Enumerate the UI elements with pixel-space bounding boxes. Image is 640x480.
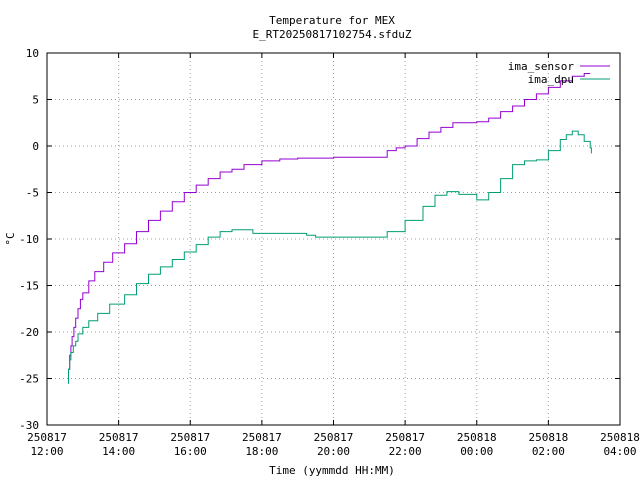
chart-title: Temperature for MEX — [269, 14, 395, 27]
y-tick-label: -5 — [26, 187, 39, 200]
x-tick-label-time: 04:00 — [603, 445, 636, 458]
x-tick-label-date: 250818 — [600, 431, 640, 444]
axes: 1050-5-10-15-20-25-3025081712:0025081714… — [19, 47, 640, 458]
x-tick-label-time: 00:00 — [460, 445, 493, 458]
plot-frame — [46, 52, 621, 426]
grid — [47, 53, 620, 425]
y-tick-label: -25 — [19, 373, 39, 386]
series-line-ima-dpu — [67, 130, 592, 384]
y-tick-label: 10 — [26, 47, 39, 60]
x-tick-label-date: 250817 — [27, 431, 67, 444]
x-tick-label-date: 250817 — [314, 431, 354, 444]
x-tick-label-time: 22:00 — [389, 445, 422, 458]
x-tick-label-date: 250817 — [99, 431, 139, 444]
chart-subtitle: E_RT20250817102754.sfduZ — [253, 28, 412, 41]
y-tick-label: -10 — [19, 233, 39, 246]
y-tick-label: -15 — [19, 280, 39, 293]
x-tick-label-date: 250818 — [457, 431, 497, 444]
legend-label: ima_sensor — [508, 60, 575, 73]
x-tick-label-time: 02:00 — [532, 445, 565, 458]
x-tick-label-time: 18:00 — [245, 445, 278, 458]
x-tick-label-date: 250817 — [385, 431, 425, 444]
x-tick-label-date: 250817 — [170, 431, 210, 444]
x-tick-label-time: 20:00 — [317, 445, 350, 458]
x-tick-label-time: 12:00 — [30, 445, 63, 458]
series — [67, 73, 592, 384]
legend-label: ima_dpu — [528, 73, 574, 86]
x-tick-label-time: 16:00 — [174, 445, 207, 458]
x-axis-label: Time (yymmdd HH:MM) — [269, 464, 395, 477]
x-tick-label-time: 14:00 — [102, 445, 135, 458]
y-axis-label: °C — [4, 232, 17, 245]
y-tick-label: 5 — [32, 94, 39, 107]
x-tick-label-date: 250817 — [242, 431, 282, 444]
series-line-ima-sensor — [67, 73, 591, 384]
y-tick-label: -20 — [19, 326, 39, 339]
y-tick-label: 0 — [32, 140, 39, 153]
x-tick-label-date: 250818 — [529, 431, 569, 444]
y-tick-label: -30 — [19, 419, 39, 432]
